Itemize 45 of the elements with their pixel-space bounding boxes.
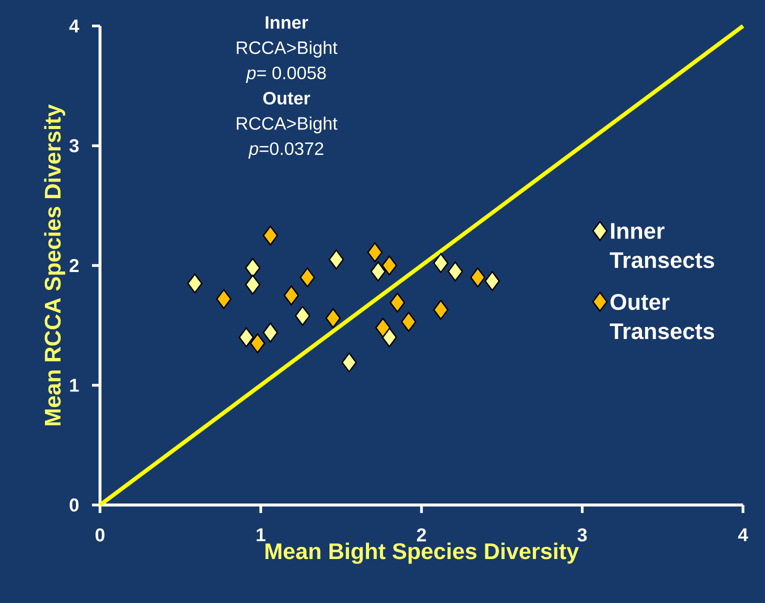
x-tick-label: 1 bbox=[256, 528, 266, 542]
point bbox=[433, 300, 448, 320]
point bbox=[342, 352, 357, 372]
point bbox=[245, 258, 260, 278]
y-axis-title: Mean RCCA Species Diversity bbox=[44, 104, 66, 426]
point bbox=[262, 322, 278, 343]
point bbox=[216, 289, 232, 310]
x-tick-label: 0 bbox=[96, 528, 104, 542]
legend-label: Outer Transects bbox=[610, 294, 714, 340]
point bbox=[325, 308, 341, 328]
point bbox=[328, 249, 344, 270]
point bbox=[448, 261, 463, 282]
point bbox=[262, 226, 278, 246]
point bbox=[300, 267, 316, 288]
point bbox=[367, 242, 383, 262]
annotation: Inner bbox=[266, 16, 308, 29]
x-tick-label: 4 bbox=[738, 528, 748, 542]
x-tick-label: 2 bbox=[416, 528, 426, 542]
x-tick-label: 3 bbox=[578, 528, 587, 542]
point bbox=[294, 306, 310, 326]
point bbox=[245, 274, 260, 295]
point bbox=[433, 253, 448, 274]
y-tick-label: 3 bbox=[69, 139, 79, 152]
annotation: RCCA>Bight bbox=[236, 40, 338, 58]
point bbox=[370, 261, 386, 282]
annotation: p=0.0372 bbox=[248, 142, 324, 159]
legend-label: Inner Transects bbox=[610, 223, 714, 268]
point bbox=[484, 271, 500, 292]
point bbox=[470, 267, 486, 288]
y-tick-label: 0 bbox=[70, 498, 79, 512]
annotation: Outer bbox=[263, 92, 310, 105]
point bbox=[284, 285, 299, 306]
y-tick-label: 4 bbox=[69, 20, 80, 32]
annotation: RCCA>Bight bbox=[236, 116, 338, 134]
point bbox=[375, 318, 391, 338]
point bbox=[250, 333, 266, 354]
y-tick-label: 1 bbox=[70, 378, 79, 392]
y-tick-label: 2 bbox=[70, 258, 79, 272]
point bbox=[187, 273, 203, 294]
point bbox=[382, 255, 398, 276]
point bbox=[400, 312, 416, 332]
point bbox=[238, 327, 254, 348]
point bbox=[390, 292, 406, 313]
x-axis-title: Mean Bight Species Diversity bbox=[266, 542, 579, 564]
annotation: p= 0.0058 bbox=[246, 66, 326, 83]
